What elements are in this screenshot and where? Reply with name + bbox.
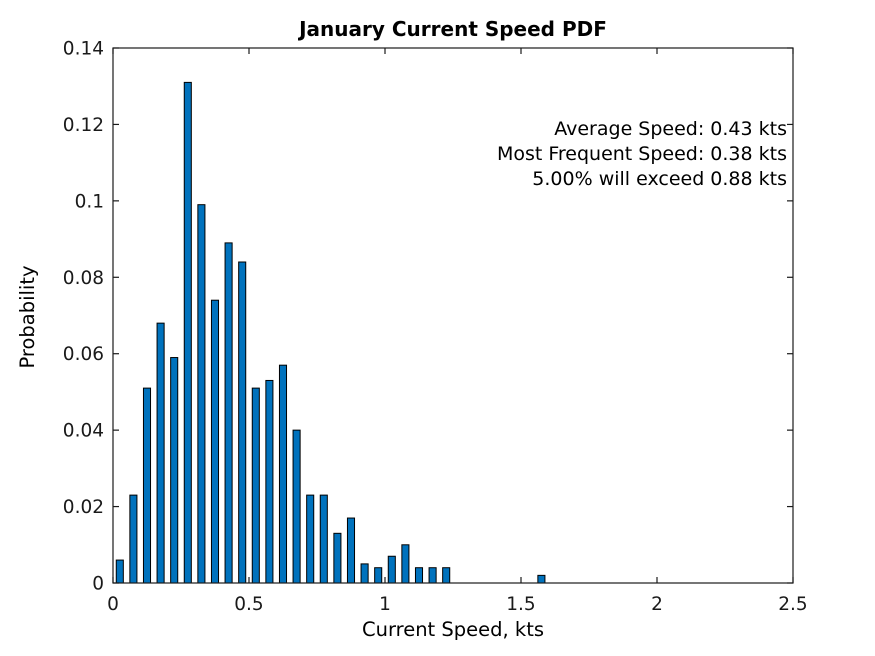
y-tick-label: 0.08	[63, 268, 104, 289]
histogram-bar	[442, 567, 451, 584]
x-tick-label: 0	[107, 594, 119, 615]
x-tick-label: 1.5	[506, 594, 535, 615]
histogram-bar	[319, 494, 328, 584]
histogram-bar	[401, 544, 410, 584]
histogram-bar	[333, 532, 342, 584]
plot-border	[112, 47, 794, 584]
histogram-bar	[374, 567, 383, 584]
histogram-bar	[183, 81, 192, 584]
tick-marks-group	[112, 47, 794, 584]
chart-title: January Current Speed PDF	[297, 17, 607, 41]
x-axis-label: Current Speed, kts	[362, 618, 544, 641]
annotation-most-frequent-speed: Most Frequent Speed: 0.38 kts	[497, 143, 787, 165]
histogram-bar	[537, 574, 546, 584]
y-tick-label: 0.14	[63, 39, 104, 60]
x-tick-label: 2	[651, 594, 663, 615]
y-axis-label: Probability	[16, 265, 39, 368]
y-tick-label: 0	[92, 574, 104, 595]
x-tick-label: 0.5	[234, 594, 263, 615]
histogram-bar	[115, 559, 124, 584]
histogram-bar	[210, 299, 220, 584]
y-tick-label: 0.04	[63, 421, 104, 442]
histogram-bar	[428, 567, 437, 584]
histogram-bar	[156, 322, 165, 584]
histogram-bar	[170, 357, 179, 584]
histogram-bar	[387, 555, 396, 584]
histogram-bar	[306, 494, 315, 584]
histogram-bar	[292, 429, 301, 584]
histogram-bar	[251, 387, 260, 584]
histogram-bar	[346, 517, 356, 584]
histogram-bar	[414, 567, 424, 584]
y-tick-label: 0.02	[63, 497, 104, 518]
y-tick-label: 0.1	[75, 191, 104, 212]
tick-labels-group: 0 0.5 1 1.5 2 2.5 0 0.02 0.04 0.06 0.08 0.1 0.12 0.14	[63, 39, 808, 616]
histogram-bar	[224, 242, 233, 584]
histogram-bar	[129, 494, 138, 584]
histogram-bar	[197, 204, 206, 584]
annotation-exceedance-speed: 5.00% will exceed 0.88 kts	[532, 168, 787, 190]
histogram-bar	[238, 261, 247, 584]
annotation-average-speed: Average Speed: 0.43 kts	[554, 118, 787, 140]
histogram-bar	[142, 387, 152, 584]
x-tick-label: 2.5	[778, 594, 807, 615]
histogram-bar	[278, 364, 288, 584]
histogram-bar	[360, 563, 369, 584]
histogram-bar	[265, 379, 274, 584]
x-tick-label: 1	[379, 594, 391, 615]
y-tick-label: 0.06	[63, 344, 104, 365]
bars-group	[115, 81, 546, 584]
y-tick-label: 0.12	[63, 115, 104, 136]
